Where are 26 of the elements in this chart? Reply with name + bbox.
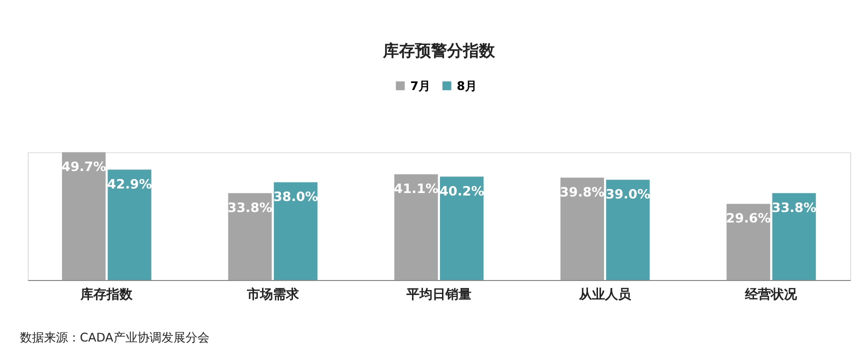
- bar: [108, 170, 152, 280]
- bar: [440, 176, 484, 280]
- data-label: 38.0%: [273, 190, 318, 206]
- data-label: 39.8%: [560, 185, 605, 200]
- data-label: 41.1%: [394, 182, 439, 198]
- bar: [606, 180, 650, 280]
- bar: [726, 204, 770, 280]
- chart-title: 库存预警分指数: [382, 41, 496, 60]
- x-tick-label: 平均日销量: [405, 287, 472, 302]
- bar: [62, 152, 106, 280]
- x-tick-label: 经营状况: [744, 286, 798, 302]
- bar: [394, 174, 438, 280]
- data-label: 29.6%: [726, 212, 771, 227]
- bar: [228, 193, 272, 280]
- data-label: 42.9%: [107, 178, 152, 192]
- bar: [772, 193, 816, 280]
- legend-label: 8月: [456, 78, 478, 93]
- x-tick-label: 库存指数: [80, 286, 134, 302]
- bar: [560, 178, 604, 280]
- data-label: 33.8%: [772, 200, 816, 216]
- legend-label: 7月: [410, 78, 430, 93]
- source-note: 数据来源：CADA产业协调发展分会: [20, 330, 210, 344]
- bar: [274, 182, 318, 280]
- x-tick-label: 市场需求: [246, 286, 300, 302]
- data-label: 33.8%: [228, 200, 272, 216]
- x-tick-label: 从业人员: [578, 287, 632, 302]
